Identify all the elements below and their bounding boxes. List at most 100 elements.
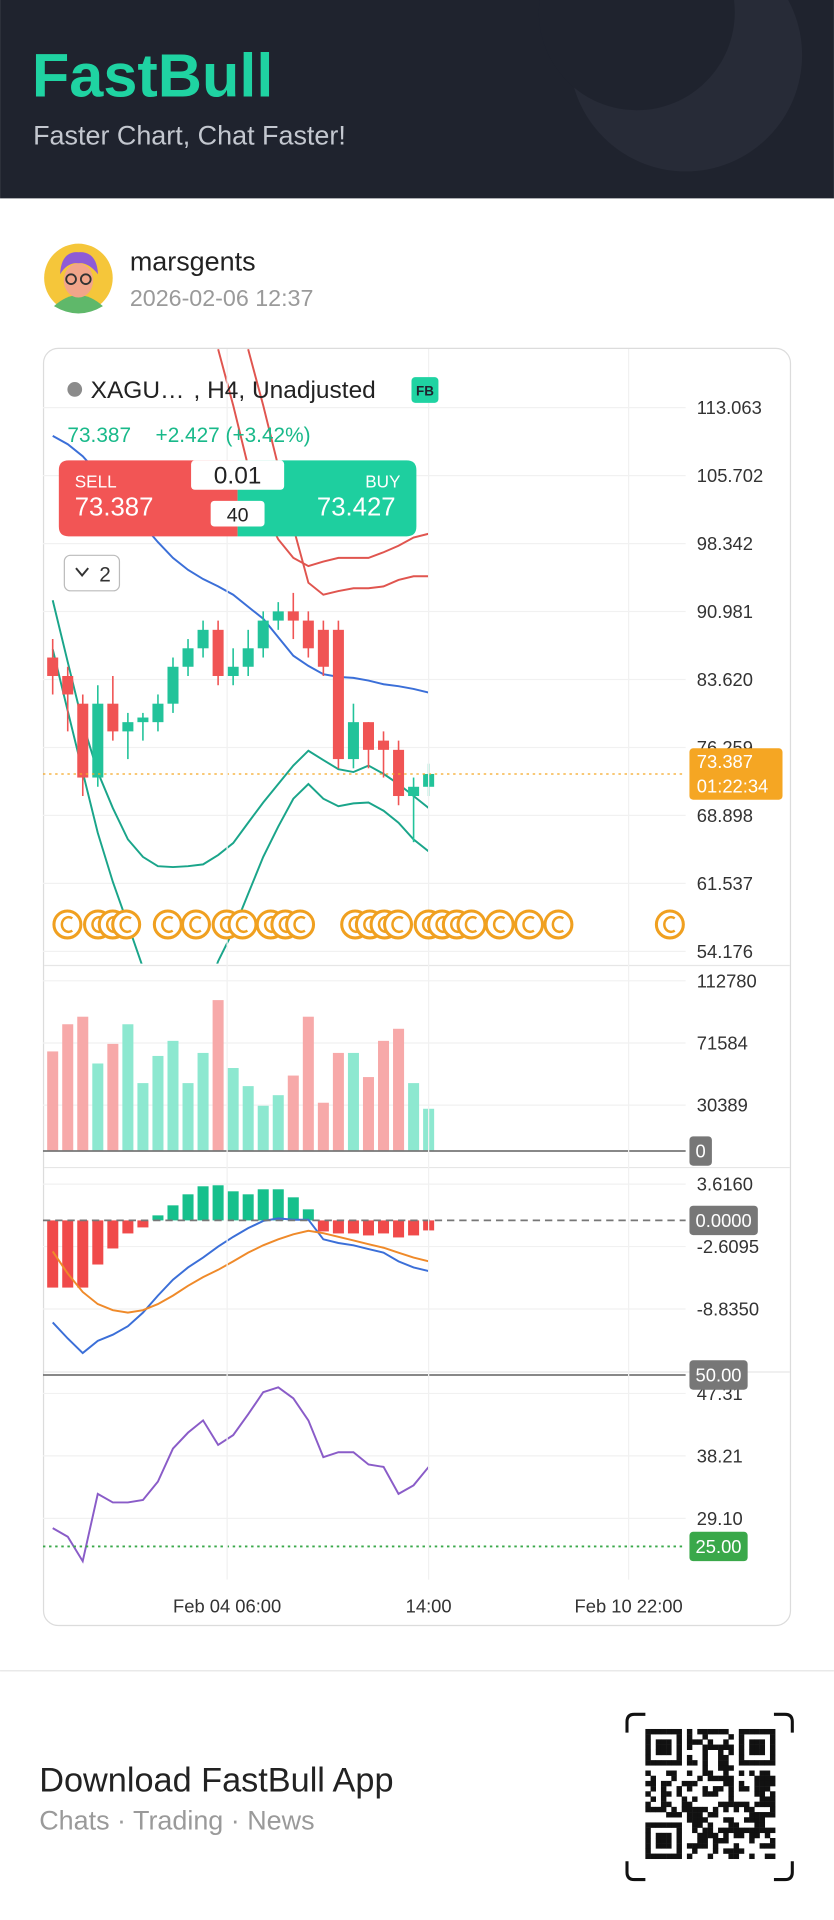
qr-module: [723, 1780, 729, 1787]
indicator-toggle[interactable]: [63, 554, 121, 592]
qr-module: [749, 1827, 755, 1834]
qr-module: [686, 1780, 693, 1787]
sell-label: SELL: [75, 471, 117, 491]
volume-bar: [137, 1083, 149, 1152]
qr-module: [645, 1734, 651, 1740]
qr-module: [754, 1786, 760, 1792]
qr-module: [749, 1770, 755, 1776]
qr-module: [655, 1744, 662, 1750]
event-marker: [152, 909, 183, 940]
qr-module: [738, 1786, 745, 1792]
qr-module: [707, 1775, 714, 1782]
macd-bar: [227, 1191, 239, 1221]
candle-body: [137, 717, 149, 723]
qr-module: [707, 1832, 714, 1839]
qr-module: [759, 1749, 766, 1756]
qr-module: [723, 1754, 729, 1761]
qr-module: [718, 1838, 724, 1844]
qr-module: [754, 1832, 760, 1839]
qr-module: [681, 1801, 688, 1808]
qr-module: [769, 1853, 776, 1860]
macd-bar: [212, 1185, 224, 1221]
qr-module: [686, 1853, 693, 1860]
qr-module: [754, 1760, 760, 1766]
qr-module: [759, 1812, 766, 1818]
qr-module: [692, 1827, 698, 1834]
qr-module: [707, 1853, 714, 1860]
qr-module: [645, 1843, 651, 1849]
qr-module: [754, 1744, 760, 1750]
qr-module: [702, 1744, 708, 1750]
qr-module: [759, 1760, 766, 1766]
qr-module: [754, 1822, 760, 1828]
qr-module: [645, 1780, 651, 1787]
qr-module: [671, 1770, 677, 1776]
qr-module: [676, 1791, 682, 1797]
qr-module: [749, 1806, 755, 1813]
volume-bar: [152, 1055, 164, 1152]
volume-bar: [197, 1052, 209, 1152]
qr-module: [728, 1749, 734, 1756]
qr-module: [728, 1817, 734, 1823]
qr-module: [686, 1786, 693, 1792]
qr-module: [666, 1843, 672, 1849]
qr-module: [702, 1786, 708, 1792]
volume-bar: [408, 1083, 420, 1152]
volume-bar: [317, 1102, 329, 1152]
trade-widget[interactable]: [58, 460, 417, 537]
y-tick-label: 54.176: [697, 941, 753, 962]
qr-module: [712, 1775, 719, 1782]
plot-area: Feb 04 06:00 14:00 Feb 10 22:00 113.063 105.…: [42, 348, 790, 1617]
volume-bar: [378, 1040, 390, 1152]
qr-module: [749, 1744, 755, 1750]
y-tick-label: 105.702: [697, 465, 763, 486]
qr-module: [769, 1780, 776, 1787]
qr-module: [666, 1739, 672, 1745]
qr-module: [645, 1853, 651, 1860]
event-marker: [383, 909, 414, 940]
qr-module: [759, 1791, 766, 1797]
qr-module: [723, 1739, 729, 1745]
qr-module: [764, 1760, 771, 1766]
qr-module: [645, 1791, 651, 1797]
buy-label: BUY: [365, 471, 401, 491]
x-tick-label: 14:00: [406, 1596, 452, 1617]
macd-bar: [393, 1220, 405, 1238]
qr-module: [645, 1848, 651, 1854]
qr-module: [718, 1749, 724, 1756]
qr-module: [655, 1739, 662, 1745]
qr-module: [655, 1728, 662, 1735]
qr-module: [769, 1806, 776, 1813]
qr-module: [676, 1734, 682, 1740]
qr-module: [645, 1822, 651, 1828]
qr-module: [759, 1775, 766, 1782]
qr-module: [769, 1827, 776, 1834]
qr-module: [728, 1734, 734, 1740]
qr-module: [707, 1822, 714, 1828]
qr-module: [686, 1739, 693, 1745]
x-tick-label: Feb 04 06:00: [173, 1596, 281, 1617]
post-time: 2026-02-06 12:37: [130, 285, 314, 311]
qr-module: [723, 1770, 729, 1776]
qr-module: [759, 1801, 766, 1808]
qr-module: [702, 1749, 708, 1756]
volume-bar: [362, 1077, 374, 1152]
qr-module: [723, 1728, 729, 1735]
qr-module: [676, 1760, 682, 1766]
qr-module: [764, 1827, 771, 1834]
overlay-line: [51, 600, 430, 869]
qr-module: [769, 1749, 776, 1756]
lot-box[interactable]: [191, 460, 285, 490]
qr-module: [718, 1765, 724, 1771]
macd-bar: [197, 1186, 209, 1221]
volume-bar: [77, 1016, 89, 1152]
pane: [42, 1374, 686, 1564]
qr-module: [681, 1796, 688, 1802]
qr-module: [764, 1843, 771, 1849]
event-glyph: [522, 915, 535, 934]
qr-module: [697, 1832, 703, 1839]
level-label: 50.00: [696, 1364, 742, 1385]
y-tick-label: 113.063: [697, 397, 762, 418]
qr-module: [718, 1760, 724, 1766]
qr-module: [744, 1760, 750, 1766]
